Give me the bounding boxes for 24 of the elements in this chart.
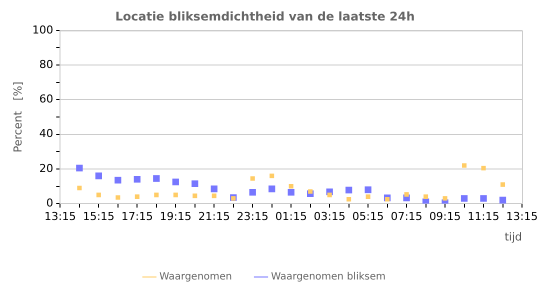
y-tick-label: 20 [39,162,54,175]
legend-label: Waargenomen bliksem [271,272,386,283]
x-tick-label: 05:15 [352,210,384,224]
y-axis-title: Percent [%] [11,82,24,152]
x-tick-label: 21:15 [198,210,230,224]
x-tick-label: 13:15 [44,210,76,224]
y-tick-label: 80 [39,58,54,71]
x-tick-label: 17:15 [121,210,154,224]
x-tick-label: 07:15 [390,210,422,224]
y-tick-label: 60 [39,92,54,106]
chart-title: Locatie bliksemdichtheid van de laatste 24h [115,9,415,24]
x-axis-title: tijd [504,230,522,244]
x-tick-label: 19:15 [160,210,192,224]
x-tick-label: 09:15 [429,210,461,224]
x-tick-label: 01:15 [275,210,307,224]
y-tick-label: 100 [32,23,54,36]
x-tick-label: 15:15 [82,210,115,224]
x-tick-label: 13:15 [506,210,538,224]
y-tick-label: 0 [46,196,54,210]
y-tick-label: 40 [39,127,54,140]
legend-label: Waargenomen [159,272,232,283]
x-tick-label: 03:15 [314,210,346,224]
x-tick-label: 23:15 [236,210,268,224]
x-tick-label: 11:15 [468,210,500,224]
